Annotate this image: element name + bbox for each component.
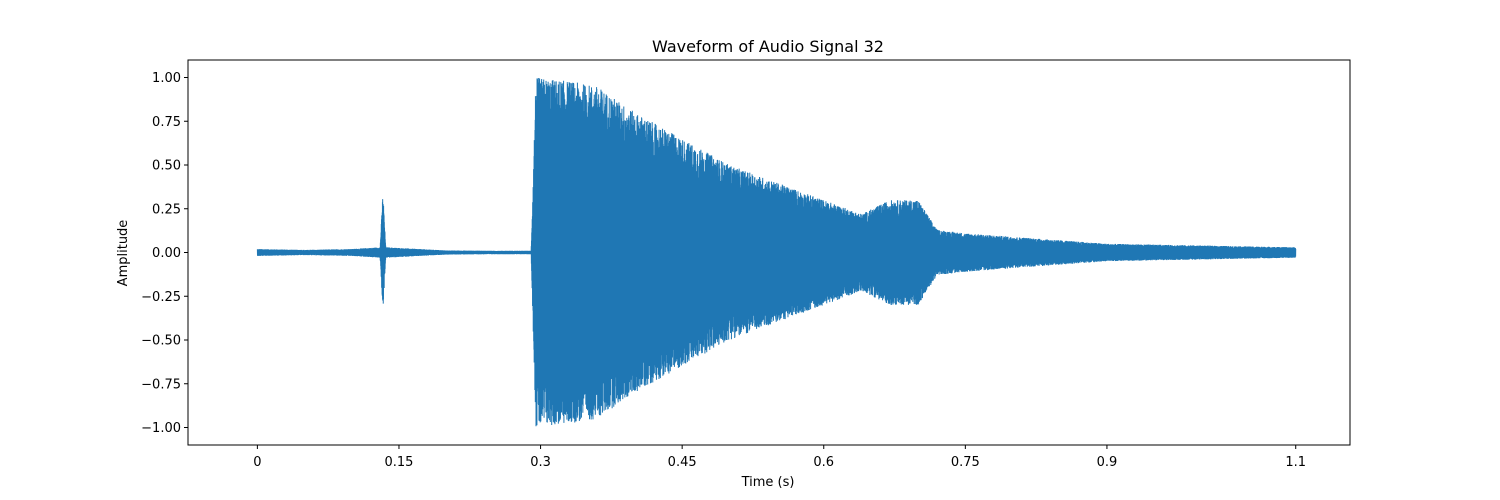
y-tick-label: 1.00 — [152, 71, 181, 86]
y-tick-label: 0.00 — [152, 246, 181, 261]
x-tick-label: 0.15 — [384, 455, 413, 470]
waveform-line — [256, 77, 1297, 427]
x-tick-label: 1.1 — [1285, 455, 1306, 470]
y-axis-label: Amplitude — [116, 220, 131, 287]
x-tick-label: 0.45 — [668, 455, 697, 470]
y-tick-label: 0.75 — [152, 115, 181, 130]
y-tick-label: 0.50 — [152, 159, 181, 174]
y-tick-label: −0.75 — [141, 377, 181, 392]
x-tick-label: 0.75 — [951, 455, 980, 470]
y-tick-label: −1.00 — [141, 421, 181, 436]
plot-area — [256, 77, 1297, 427]
x-tick-label: 0.3 — [530, 455, 551, 470]
y-tick-label: 0.25 — [152, 202, 181, 217]
x-tick-label: 0 — [253, 455, 261, 470]
y-tick-label: −0.25 — [141, 290, 181, 305]
x-tick-label: 0.9 — [1097, 455, 1118, 470]
y-axis: 1.00 0.75 0.50 0.25 0.00 −0.25 −0.50 −0.75 −1.00 — [141, 71, 188, 436]
chart-title: Waveform of Audio Signal 32 — [652, 37, 884, 56]
y-tick-label: −0.50 — [141, 334, 181, 349]
x-axis: 0 0.15 0.3 0.45 0.6 0.75 0.9 1.1 — [253, 445, 1306, 470]
x-axis-label: Time (s) — [741, 475, 795, 490]
x-tick-label: 0.6 — [813, 455, 834, 470]
